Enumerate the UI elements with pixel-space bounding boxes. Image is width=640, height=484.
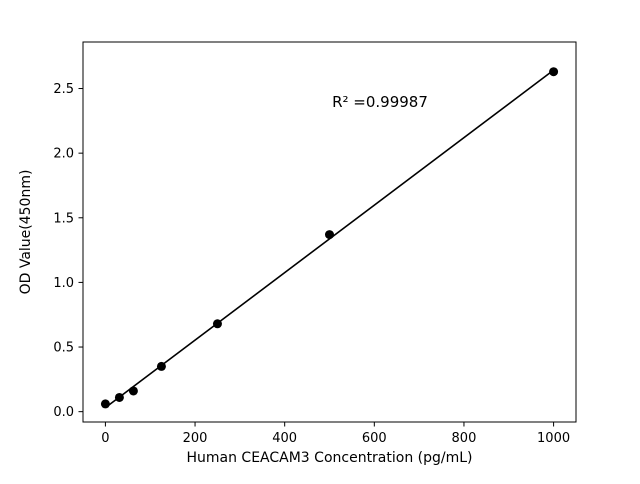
x-tick-label: 200 xyxy=(183,431,208,446)
data-point-marker xyxy=(212,319,222,329)
data-point-marker xyxy=(325,230,334,240)
data-point-marker xyxy=(156,361,166,371)
data-point-marker xyxy=(128,386,138,396)
y-tick-label: 2.5 xyxy=(53,82,74,97)
y-axis-label: OD Value(450nm) xyxy=(18,170,34,295)
r-squared-label: R² =0.99987 xyxy=(332,93,428,111)
y-axis: 0.0 0.5 1.0 1.5 2.0 2.5 xyxy=(53,82,83,420)
data-point-marker xyxy=(100,399,110,409)
x-tick-label: 600 xyxy=(362,431,387,446)
y-tick-label: 0.5 xyxy=(53,341,74,356)
data-points xyxy=(100,67,559,409)
y-tick-label: 2.0 xyxy=(53,147,74,162)
y-tick-label: 0.0 xyxy=(53,405,74,420)
x-axis: 0 200 400 600 800 1000 xyxy=(101,422,570,446)
x-tick-label: 400 xyxy=(272,431,297,446)
y-tick-label: 1.5 xyxy=(53,211,74,226)
data-point-marker xyxy=(114,392,124,402)
plot-border xyxy=(82,41,577,423)
x-tick-label: 1000 xyxy=(537,431,570,446)
x-axis-label: Human CEACAM3 Concentration (pg/mL) xyxy=(186,450,472,466)
data-point-marker xyxy=(549,67,559,77)
x-tick-label: 0 xyxy=(101,431,109,446)
y-tick-label: 1.0 xyxy=(53,276,74,291)
x-tick-label: 800 xyxy=(452,431,477,446)
